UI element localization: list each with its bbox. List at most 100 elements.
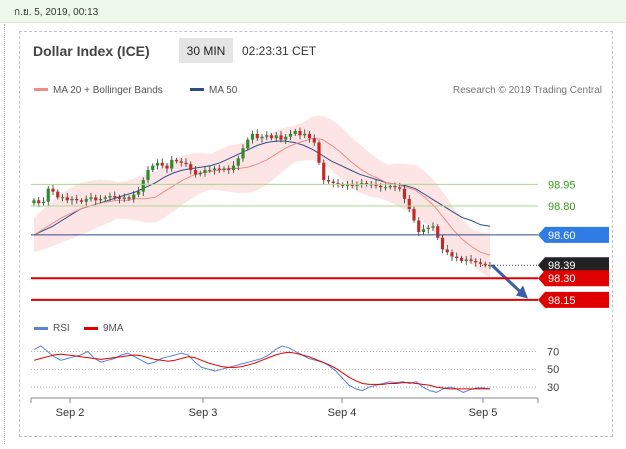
- chart-title: Dollar Index (ICE): [33, 43, 150, 59]
- candle-body: [51, 188, 55, 192]
- candle-body: [203, 169, 207, 173]
- ma9-legend-label: 9MA: [103, 323, 124, 334]
- rsi-tick-label-1: 50: [547, 364, 559, 376]
- forecast-arrow-shaft: [490, 264, 524, 295]
- candle-body: [208, 169, 212, 171]
- level-label-3: 98.39: [548, 260, 576, 272]
- level-label-0: 98.95: [548, 179, 576, 191]
- candle-body: [79, 200, 84, 202]
- candle-body: [37, 200, 41, 204]
- candle-body: [284, 136, 288, 140]
- candle-body: [127, 197, 131, 199]
- candle-body: [450, 252, 454, 257]
- interval-label: 30 MIN: [187, 44, 226, 58]
- credit-label: Research © 2019 Trading Central: [453, 85, 602, 96]
- candle-body: [374, 184, 378, 186]
- candle-body: [60, 197, 65, 199]
- candle-body: [212, 168, 217, 170]
- candle-body: [388, 185, 392, 188]
- candle-body: [393, 185, 397, 188]
- candle-body: [303, 133, 307, 136]
- candle-body: [151, 165, 155, 170]
- level-label-4: 98.30: [548, 273, 576, 285]
- candle-body: [445, 249, 449, 253]
- candle-body: [402, 188, 407, 199]
- candle-body: [108, 195, 112, 198]
- candle-body: [250, 133, 255, 140]
- candle-body: [146, 169, 150, 181]
- rsi-line: [33, 345, 491, 393]
- candle-body: [478, 262, 483, 264]
- candle-body: [436, 226, 440, 238]
- candle-body: [255, 133, 259, 139]
- candle-body: [260, 136, 264, 139]
- candle-body: [241, 148, 245, 159]
- candle-body: [94, 197, 98, 201]
- candle-body: [155, 162, 160, 166]
- level-label-box-5: [538, 291, 609, 308]
- candle-body: [222, 168, 226, 170]
- candle-body: [379, 185, 383, 188]
- rsi-legend-swatch: [34, 327, 48, 330]
- candle-body: [231, 165, 236, 170]
- candle-body: [46, 188, 50, 202]
- candle-body: [122, 197, 126, 199]
- candle-body: [227, 168, 231, 170]
- ma9-line: [33, 351, 490, 390]
- candle-body: [440, 237, 445, 250]
- candle-body: [165, 165, 169, 169]
- candle-body: [246, 139, 250, 149]
- candle-body: [179, 161, 183, 163]
- candle-body: [141, 180, 145, 192]
- candle-body: [322, 162, 326, 181]
- candle-body: [383, 187, 388, 189]
- candle-body: [459, 258, 464, 261]
- rsi-tick-label-2: 30: [547, 382, 559, 394]
- candle-body: [293, 130, 297, 134]
- candle-body: [198, 172, 202, 175]
- candle-body: [355, 184, 359, 186]
- candle-body: [417, 220, 421, 233]
- candle-body: [455, 256, 459, 259]
- candle-body: [288, 133, 293, 137]
- interval-badge[interactable]: [179, 38, 233, 63]
- level-label-1: 98.80: [548, 201, 576, 213]
- candle-body: [98, 198, 103, 201]
- level-label-box-2: [538, 226, 609, 243]
- time-label: 02:23:31 CET: [242, 44, 317, 58]
- candle-body: [117, 197, 122, 199]
- candle-body: [312, 138, 316, 143]
- candle-body: [421, 229, 426, 233]
- candle-body: [483, 263, 487, 266]
- candle-body: [160, 162, 164, 166]
- candle-body: [70, 198, 74, 201]
- candle-body: [488, 265, 492, 267]
- level-label-box-4: [538, 270, 609, 287]
- forecast-arrow-head: [516, 285, 528, 299]
- x-tick-label-3: Sep 5: [469, 407, 498, 419]
- candle-body: [407, 198, 411, 209]
- candle-body: [89, 197, 93, 199]
- candle-body: [41, 201, 46, 204]
- candle-body: [298, 130, 302, 136]
- candle-body: [269, 135, 274, 139]
- candle-body: [274, 135, 278, 139]
- candle-body: [217, 168, 221, 170]
- x-tick-label-0: Sep 2: [56, 407, 85, 419]
- candle-body: [184, 162, 188, 165]
- candle-body: [75, 198, 79, 201]
- level-label-2: 98.60: [548, 230, 576, 242]
- candle-body: [174, 159, 179, 162]
- candle-body: [326, 180, 331, 182]
- x-tick-label-1: Sep 3: [189, 407, 218, 419]
- candle-body: [103, 197, 107, 199]
- timestamp-text: ก.ย. 5, 2019, 00:13: [14, 7, 99, 18]
- x-axis: Sep 2 Sep 3 Sep 4 Sep 5: [30, 398, 539, 419]
- candle-body: [426, 227, 430, 230]
- rsi-legend-label: RSI: [53, 323, 70, 334]
- candle-body: [331, 181, 335, 183]
- price-panel: [32, 115, 528, 299]
- candle-body: [412, 208, 416, 221]
- candle-body: [341, 184, 345, 186]
